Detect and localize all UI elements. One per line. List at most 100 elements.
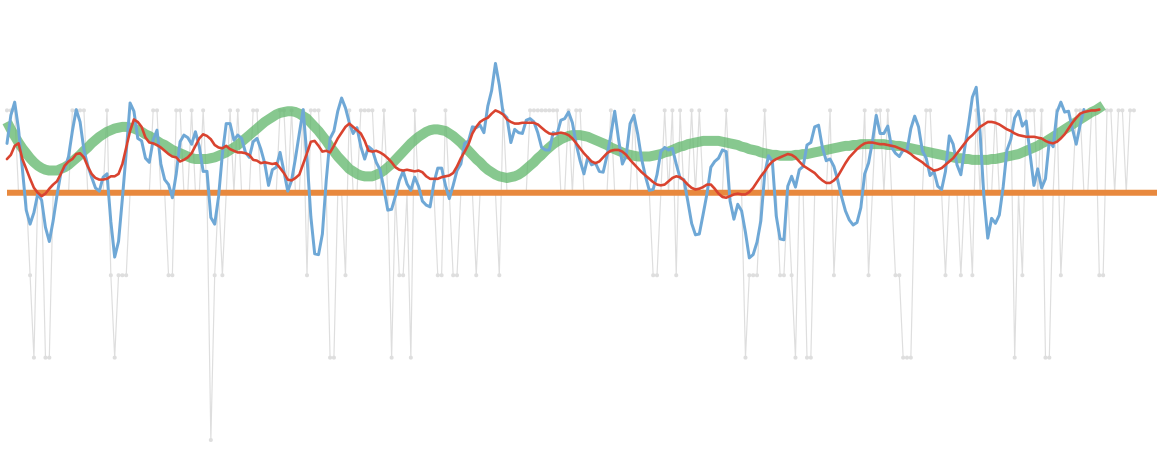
raw-sample-point — [170, 273, 175, 278]
raw-sample-point — [474, 273, 479, 278]
raw-sample-point — [631, 108, 636, 113]
raw-sample-point — [993, 108, 998, 113]
raw-sample-point — [928, 108, 933, 113]
raw-sample-point — [228, 108, 233, 113]
raw-sample-point — [220, 273, 225, 278]
raw-sample-point — [543, 108, 548, 113]
raw-sample-point — [751, 273, 756, 278]
raw-samples-line — [6, 109, 1135, 441]
raw-sample-point — [828, 108, 833, 113]
raw-sample-point — [724, 108, 729, 113]
raw-sample-point — [1108, 108, 1113, 113]
raw-sample-point — [347, 108, 352, 113]
raw-sample-point — [331, 355, 336, 360]
raw-sample-point — [743, 355, 748, 360]
raw-sample-point — [255, 108, 259, 113]
raw-sample-point — [943, 273, 948, 278]
raw-sample-point — [1128, 108, 1133, 113]
raw-sample-point — [362, 108, 367, 113]
raw-sample-point — [897, 273, 902, 278]
raw-sample-point — [312, 108, 317, 113]
raw-sample-point — [397, 273, 402, 278]
raw-sample-point — [316, 108, 321, 113]
raw-sample-point — [578, 108, 583, 113]
raw-sample-point — [574, 108, 579, 113]
raw-sample-point — [328, 355, 333, 360]
raw-sample-point — [412, 108, 417, 113]
raw-sample-point — [5, 108, 9, 113]
raw-sample-point — [31, 355, 36, 360]
raw-sample-point — [970, 273, 975, 278]
raw-sample-point — [608, 108, 613, 113]
raw-sample-point — [381, 108, 386, 113]
raw-sample-point — [401, 273, 406, 278]
raw-sample-point — [208, 438, 213, 442]
raw-sample-point — [120, 273, 125, 278]
raw-sample-point — [1028, 108, 1033, 113]
raw-sample-point — [678, 108, 683, 113]
raw-sample-point — [655, 273, 659, 278]
raw-sample-point — [981, 108, 986, 113]
raw-sample-point — [539, 108, 544, 113]
smoothed-long-layer — [2, 101, 1106, 183]
smoothed-medium-line — [5, 108, 1101, 200]
smoothed-short-layer — [5, 61, 1086, 260]
raw-sample-point — [305, 273, 309, 278]
raw-sample-point — [555, 108, 559, 113]
raw-sample-point — [366, 108, 371, 113]
raw-sample-point — [1005, 108, 1009, 113]
raw-sample-point — [451, 273, 456, 278]
raw-sample-point — [862, 108, 867, 113]
raw-sample-point — [43, 355, 48, 360]
raw-sample-point — [908, 355, 913, 360]
raw-sample-point — [155, 108, 159, 113]
raw-sample-point — [1031, 108, 1036, 113]
raw-sample-point — [878, 108, 883, 113]
raw-sample-point — [47, 355, 52, 360]
raw-sample-point — [1078, 108, 1083, 113]
raw-sample-point — [1120, 108, 1125, 113]
raw-sample-point — [1012, 355, 1017, 360]
raw-sample-point — [1074, 108, 1079, 113]
raw-sample-point — [778, 273, 783, 278]
raw-sample-point — [547, 108, 552, 113]
raw-sample-point — [885, 108, 890, 113]
raw-sample-point — [1131, 108, 1136, 113]
raw-sample-point — [105, 108, 109, 113]
raw-sample-point — [358, 108, 363, 113]
raw-sample-point — [251, 108, 256, 113]
raw-sample-point — [551, 108, 556, 113]
raw-sample-point — [1105, 108, 1109, 113]
raw-sample-point — [1097, 273, 1102, 278]
raw-sample-point — [343, 273, 348, 278]
raw-sample-point — [808, 355, 813, 360]
raw-sample-point — [697, 108, 702, 113]
raw-sample-point — [212, 273, 217, 278]
raw-sample-point — [108, 273, 113, 278]
raw-sample-point — [166, 273, 171, 278]
raw-sample-point — [78, 108, 83, 113]
raw-sample-point — [901, 355, 906, 360]
smoothed-long-line — [2, 101, 1106, 183]
raw-sample-point — [408, 355, 413, 360]
raw-sample-point — [1043, 355, 1048, 360]
raw-sample-point — [793, 355, 798, 360]
raw-sample-point — [893, 273, 898, 278]
raw-sample-point — [866, 273, 871, 278]
raw-sample-point — [674, 273, 679, 278]
raw-sample-point — [28, 273, 33, 278]
raw-sample-point — [874, 108, 879, 113]
raw-sample-point — [443, 108, 448, 113]
raw-sample-point — [124, 273, 129, 278]
raw-sample-point — [689, 108, 694, 113]
raw-sample-point — [178, 108, 183, 113]
raw-sample-point — [151, 108, 156, 113]
raw-sample-point — [651, 273, 656, 278]
raw-sample-point — [1116, 108, 1121, 113]
raw-sample-point — [439, 273, 444, 278]
raw-sample-point — [670, 108, 675, 113]
raw-sample-point — [531, 108, 536, 113]
smoothed-short-line — [5, 61, 1086, 260]
raw-sample-point — [235, 108, 240, 113]
